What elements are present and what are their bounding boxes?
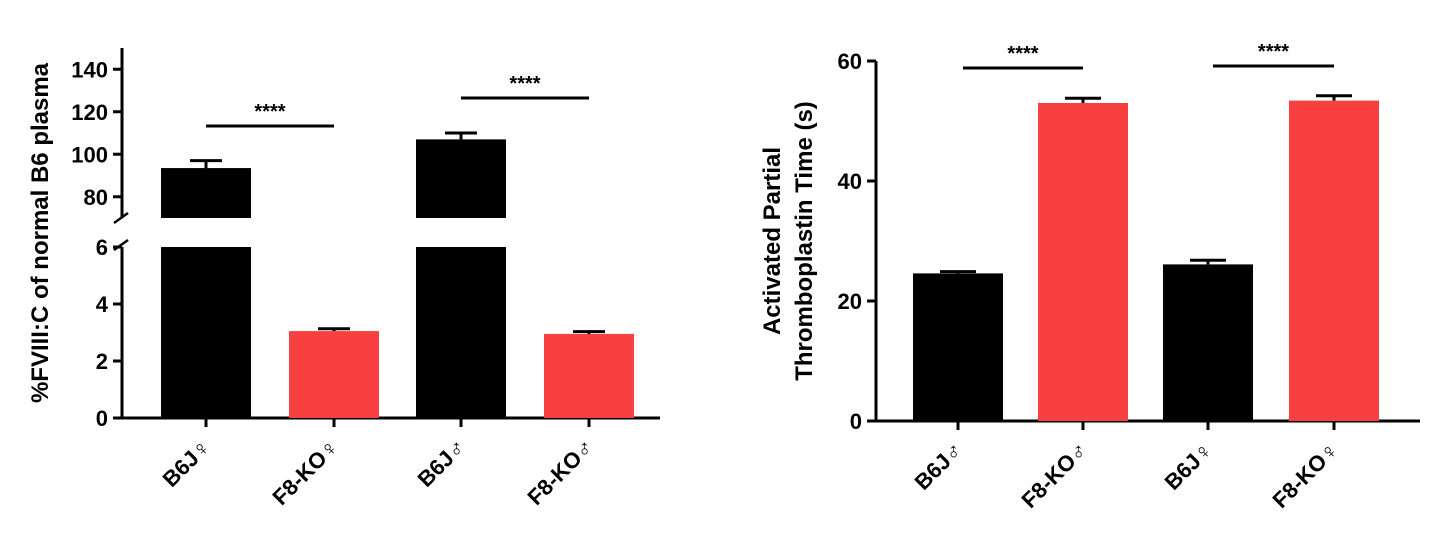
x-tick-label: F8-KO♂ xyxy=(523,434,599,510)
y-tick-label: 20 xyxy=(838,289,862,314)
y-tick-label: 60 xyxy=(838,49,862,74)
x-tick-label: B6J♀ xyxy=(1160,437,1218,495)
x-tick-label: B6J♀ xyxy=(158,434,216,492)
y-axis-title-line2: Thromboplastin Time (s) xyxy=(791,101,818,381)
bar-upper-segment xyxy=(161,168,251,218)
x-tick-label: F8-KO♂ xyxy=(1017,437,1093,513)
y-tick-label: 120 xyxy=(71,100,108,125)
y-tick-label: 2 xyxy=(96,349,108,374)
y-tick-label: 140 xyxy=(71,57,108,82)
y-tick-label: 100 xyxy=(71,142,108,167)
significance-label: **** xyxy=(509,73,540,95)
axis-break-mark xyxy=(113,211,129,225)
x-tick-label: F8-KO♀ xyxy=(1268,437,1344,513)
significance-label: **** xyxy=(1007,43,1038,65)
bar xyxy=(913,273,1003,421)
bar-upper-segment xyxy=(416,139,506,218)
bar xyxy=(416,247,506,418)
y-tick-label: 0 xyxy=(96,406,108,431)
y-tick-label: 40 xyxy=(838,169,862,194)
bar xyxy=(289,331,379,418)
y-tick-label: 6 xyxy=(96,235,108,260)
y-tick-label: 0 xyxy=(850,409,862,434)
y-tick-label: 80 xyxy=(84,185,108,210)
significance-label: **** xyxy=(1258,41,1289,63)
bar xyxy=(544,333,634,418)
bar xyxy=(1289,100,1379,421)
bar xyxy=(1163,264,1253,421)
x-tick-label: B6J♂ xyxy=(413,434,471,492)
significance-label: **** xyxy=(254,101,285,123)
chart-aptt: 0 20 40 60 Activated Partial Thromboplastin T… xyxy=(759,41,1420,513)
bar xyxy=(161,247,251,418)
y-axis-title: %FVIII:C of normal B6 plasma xyxy=(27,62,54,403)
y-tick-label: 4 xyxy=(96,292,109,317)
y-axis-title-line1: Activated Partial xyxy=(759,147,786,335)
bar xyxy=(1038,103,1128,421)
x-tick-label: B6J♂ xyxy=(910,437,968,495)
x-tick-label: F8-KO♀ xyxy=(268,434,344,510)
chart-fviii-activity: 0 2 4 6 80 100 120 140 %FVIII:C of normal B6 pla… xyxy=(27,48,660,510)
